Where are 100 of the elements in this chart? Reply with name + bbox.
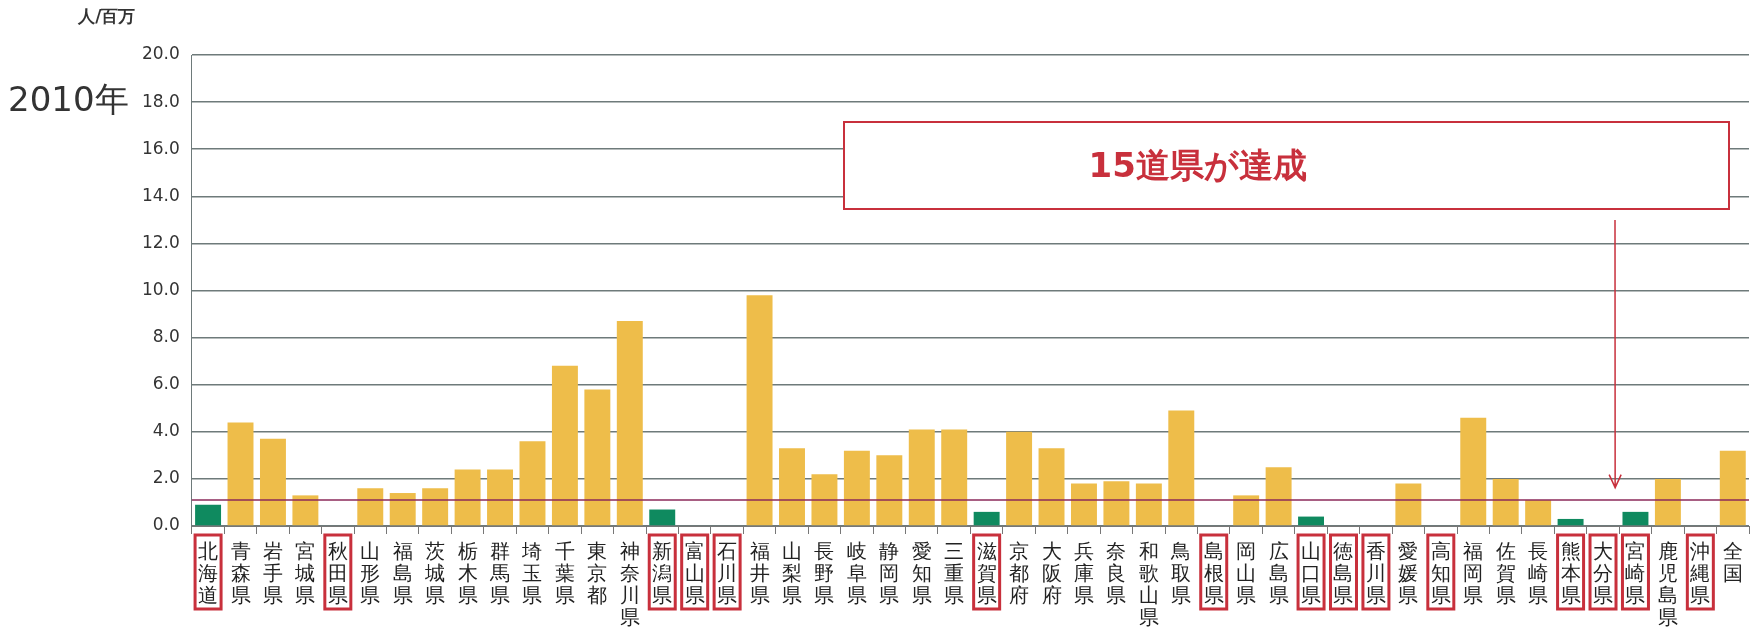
y-tick-label: 14.0 [141, 184, 180, 205]
x-tick-label: 広島県 [1268, 539, 1289, 608]
x-tick-label: 宮城県 [294, 539, 316, 608]
x-tick-label: 和歌山県 [1138, 539, 1159, 630]
callout-box: 15道県が達成 [842, 120, 1731, 211]
x-tick-label: 沖縄県 [1689, 539, 1711, 608]
y-tick-label: 2.0 [152, 467, 180, 488]
x-tick-label: 富山県 [684, 539, 705, 608]
bar [487, 469, 514, 526]
bar [616, 321, 643, 526]
x-tick-label: 京都府 [1009, 539, 1030, 608]
bar [195, 504, 222, 526]
bar [1460, 417, 1487, 526]
bar [1654, 478, 1681, 526]
bar [1622, 511, 1649, 526]
bar [876, 455, 903, 526]
bar [389, 493, 416, 526]
x-tick-label: 岐阜県 [846, 539, 867, 608]
bar [1233, 495, 1260, 526]
bar [1265, 467, 1292, 526]
x-tick-label: 秋田県 [327, 539, 348, 608]
x-tick-label: 岡山県 [1236, 539, 1257, 608]
text: 2010年 [8, 78, 129, 119]
bar [1103, 481, 1130, 526]
y-tick-label: 6.0 [152, 373, 180, 394]
x-tick-label: 鳥取県 [1170, 539, 1192, 608]
bar [1298, 516, 1325, 526]
bar [1492, 478, 1519, 526]
bar [1395, 483, 1422, 526]
x-tick-label: 大阪府 [1041, 539, 1062, 608]
x-tick-label: 宮崎県 [1625, 539, 1646, 608]
x-tick-label: 岩手県 [262, 539, 283, 608]
x-tick-label: 長野県 [814, 539, 835, 608]
x-tick-label: 千葉県 [554, 539, 575, 608]
bar [1719, 450, 1746, 526]
x-tick-label: 北海道 [198, 539, 219, 608]
x-tick-label: 群馬県 [489, 539, 511, 608]
y-tick-label: 8.0 [152, 326, 180, 347]
bar [811, 474, 838, 526]
bar [1135, 483, 1162, 526]
x-tick-label: 福島県 [392, 539, 413, 608]
x-tick-label: 全国 [1722, 539, 1743, 586]
y-tick-label: 20.0 [141, 43, 180, 64]
bar [584, 389, 611, 526]
x-tick-label: 神奈川県 [619, 539, 640, 630]
y-tick-label: 18.0 [141, 90, 180, 111]
y-tick-label: 16.0 [141, 137, 180, 158]
bar [227, 422, 254, 526]
y-tick-label: 0.0 [152, 514, 180, 535]
x-tick-label: 滋賀県 [976, 539, 997, 608]
x-tick-label: 愛知県 [911, 539, 932, 608]
y-tick-label: 12.0 [141, 231, 180, 252]
x-tick-label: 長崎県 [1528, 539, 1549, 608]
x-tick-label: 鹿児島県 [1657, 539, 1678, 630]
x-tick-label: 佐賀県 [1495, 539, 1516, 608]
bar [649, 509, 676, 526]
bar [292, 495, 319, 526]
x-tick-label: 青森県 [230, 539, 251, 608]
bar [1525, 500, 1552, 526]
bar [1557, 518, 1584, 526]
x-tick-label: 東京都 [587, 539, 608, 608]
annotation: 15道県が達成 [1088, 143, 1307, 187]
x-tick-label: 愛媛県 [1398, 539, 1419, 608]
x-tick-label: 茨城県 [424, 539, 446, 608]
x-tick-label: 兵庫県 [1073, 539, 1094, 608]
x-tick-label: 奈良県 [1106, 539, 1127, 608]
y-tick-label: 10.0 [141, 278, 180, 299]
x-tick-label: 島根県 [1203, 539, 1224, 608]
bar [908, 429, 935, 526]
x-tick-label: 熊本県 [1560, 539, 1581, 608]
x-tick-label: 大分県 [1593, 539, 1614, 608]
x-tick-label: 福井県 [749, 539, 770, 608]
bar [422, 488, 449, 526]
bar [1070, 483, 1097, 526]
bar [259, 438, 286, 526]
bar [746, 295, 773, 526]
y-axis-title: 人/百万 [77, 6, 136, 27]
x-tick-label: 高知県 [1430, 539, 1451, 608]
x-tick-label: 福岡県 [1463, 539, 1484, 608]
bar [973, 511, 1000, 526]
bar [1168, 410, 1195, 526]
x-tick-label: 栃木県 [457, 539, 478, 608]
bar [1006, 431, 1033, 526]
x-tick-label: 山形県 [360, 539, 381, 608]
bar [779, 448, 805, 526]
bar [843, 450, 870, 526]
bar [454, 469, 481, 526]
x-tick-label: 山口県 [1301, 539, 1322, 608]
bar [941, 429, 968, 526]
x-tick-label: 香川県 [1365, 539, 1386, 608]
x-tick-label: 山梨県 [782, 539, 802, 608]
bar [551, 365, 578, 526]
x-tick-label: 埼玉県 [521, 539, 543, 608]
x-tick-label: 石川県 [717, 539, 738, 608]
x-tick-label: 三重県 [944, 539, 965, 608]
x-tick-label: 徳島県 [1333, 539, 1354, 608]
x-tick-label: 新潟県 [652, 539, 673, 608]
y-tick-label: 4.0 [152, 420, 180, 441]
bar [519, 441, 546, 526]
bar [357, 488, 384, 526]
